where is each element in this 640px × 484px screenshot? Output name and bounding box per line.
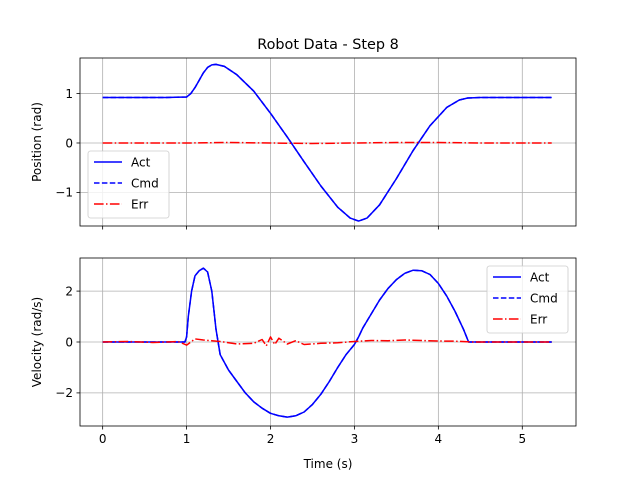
velocity-y-tick-label-1: 0 xyxy=(65,335,73,349)
velocity-x-tick-label-5: 5 xyxy=(518,432,526,446)
velocity-x-tick-label-3: 3 xyxy=(351,432,359,446)
velocity-x-tick-label-1: 1 xyxy=(183,432,191,446)
x-axis-label: Time (s) xyxy=(303,457,353,471)
velocity-y-axis-label: Velocity (rad/s) xyxy=(30,297,44,387)
position-legend-label-cmd: Cmd xyxy=(131,176,159,190)
position-plot: −1 0 1 Position (rad) Act Cmd Err xyxy=(30,57,577,230)
velocity-plot: 0 1 2 3 4 5 −2 0 2 Velocity (rad/s) Act Cmd Err xyxy=(30,257,577,446)
velocity-legend-label-cmd: Cmd xyxy=(530,291,558,305)
chart-title: Robot Data - Step 8 xyxy=(257,37,399,53)
position-legend-label-act: Act xyxy=(131,155,151,169)
position-axes-frame xyxy=(79,57,577,227)
velocity-legend-box xyxy=(486,265,569,334)
velocity-legend-label-act: Act xyxy=(530,270,550,284)
position-legend: Act Cmd Err xyxy=(87,150,170,219)
velocity-y-tick-label-2: 2 xyxy=(65,284,73,298)
position-series-cmd xyxy=(102,63,552,222)
position-y-axis-label: Position (rad) xyxy=(30,102,44,182)
position-y-tick-label-0: −1 xyxy=(55,186,73,200)
position-legend-label-err: Err xyxy=(131,197,148,211)
position-series-err xyxy=(102,141,552,145)
velocity-series-err xyxy=(102,336,552,347)
velocity-legend-label-err: Err xyxy=(530,312,547,326)
velocity-x-tick-label-0: 0 xyxy=(99,432,107,446)
velocity-legend: Act Cmd Err xyxy=(486,265,569,334)
position-legend-box xyxy=(87,150,170,219)
velocity-y-tick-label-0: −2 xyxy=(55,386,73,400)
velocity-x-tick-label-2: 2 xyxy=(267,432,275,446)
position-y-tick-label-2: 1 xyxy=(65,87,73,101)
velocity-x-tick-label-4: 4 xyxy=(435,432,443,446)
velocity-series-cmd xyxy=(102,267,552,418)
position-y-tick-label-1: 0 xyxy=(65,136,73,150)
